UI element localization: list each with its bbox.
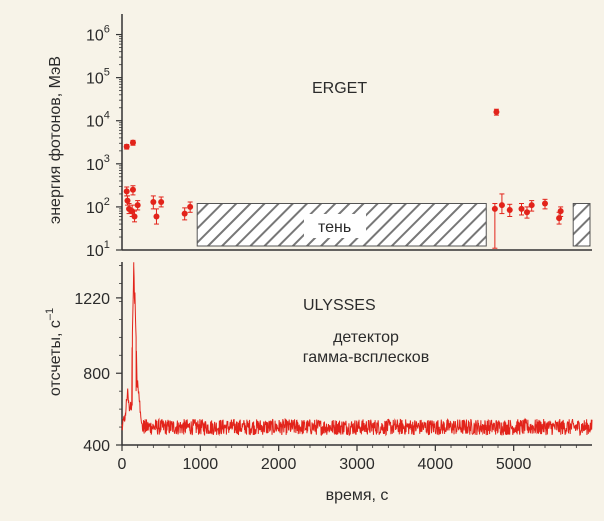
erget-point-20 xyxy=(528,200,535,212)
erget-y-axis-title: энергия фотонов, МэВ xyxy=(47,56,64,224)
erget-ytick-label-1: 102 xyxy=(86,196,110,217)
erget-point-8 xyxy=(134,200,141,211)
ulysses-count-series xyxy=(121,262,593,437)
x-axis-title: время, с xyxy=(326,487,389,504)
ulysses-ytick-label-2: 1220 xyxy=(74,291,110,308)
erget-ytick-label-3: 104 xyxy=(86,110,110,131)
erget-point-7 xyxy=(131,210,138,223)
xtick-label-1: 1000 xyxy=(183,456,219,473)
xtick-label-5: 5000 xyxy=(496,456,532,473)
erget-point-21 xyxy=(542,198,548,210)
xtick-label-4: 4000 xyxy=(418,456,454,473)
erget-point-15 xyxy=(491,202,498,249)
erget-point-23 xyxy=(557,206,564,217)
erget-ytick-label-0: 101 xyxy=(86,239,110,260)
erget-data-points xyxy=(123,108,564,249)
ulysses-y-ticks: 400 800 1220 xyxy=(74,265,122,455)
erget-shadow-regions xyxy=(196,202,591,247)
erget-point-0 xyxy=(123,143,130,150)
erget-point-1 xyxy=(129,139,136,146)
detector-label-line1: детектор xyxy=(333,329,399,346)
ulysses-ytick-label-1: 800 xyxy=(83,366,110,383)
ulysses-panel: 400 800 1220 0 1000 2000 3000 4000 5000 ULYSSES… xyxy=(44,262,593,504)
xtick-label-2: 2000 xyxy=(261,456,297,473)
shadow-label: тень xyxy=(318,219,351,236)
ulysses-y-axis-title-text: отсчеты, с xyxy=(47,320,64,396)
ulysses-y-axis-title-sup: –1 xyxy=(44,308,56,320)
ulysses-label: ULYSSES xyxy=(303,297,376,314)
erget-point-13 xyxy=(187,201,194,213)
erget-ytick-label-4: 105 xyxy=(86,67,110,88)
xtick-label-0: 0 xyxy=(118,456,127,473)
erget-point-11 xyxy=(158,196,165,208)
ulysses-count-line xyxy=(121,262,593,437)
erget-ytick-label-5: 106 xyxy=(86,24,110,45)
erget-y-ticks: 101 102 103 104 105 106 xyxy=(86,24,122,260)
detector-label-line2: гамма-всплесков xyxy=(303,349,429,366)
erget-point-17 xyxy=(506,203,513,217)
erget-point-16 xyxy=(498,193,505,215)
erget-point-3 xyxy=(129,185,136,196)
shadow-region-1 xyxy=(572,202,591,247)
ulysses-y-axis-title: отсчеты, с–1 xyxy=(44,308,64,396)
erget-point-19 xyxy=(523,206,530,219)
shadow-label-bg xyxy=(304,214,366,238)
erget-panel: 101 102 103 104 105 106 ERGET тень энергия фо… xyxy=(47,14,592,260)
ulysses-ytick-label-0: 400 xyxy=(83,438,110,455)
erget-label: ERGET xyxy=(312,80,367,97)
erget-point-14 xyxy=(493,108,500,116)
erget-ytick-label-2: 103 xyxy=(86,153,110,174)
erget-point-18 xyxy=(518,202,525,216)
xtick-label-3: 3000 xyxy=(339,456,375,473)
ulysses-x-ticks: 0 1000 2000 3000 4000 5000 xyxy=(118,445,577,473)
erget-point-12 xyxy=(181,207,188,221)
erget-point-10 xyxy=(153,208,160,225)
